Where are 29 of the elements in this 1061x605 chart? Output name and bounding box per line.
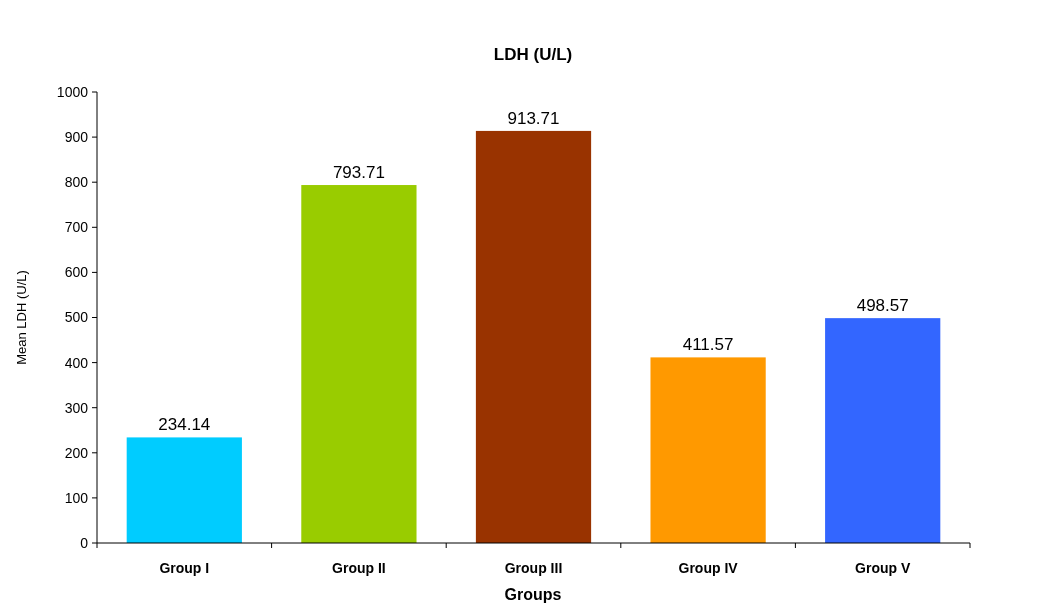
data-label: 411.57	[682, 335, 734, 355]
y-tick-label: 100	[64, 489, 89, 506]
bar	[301, 185, 417, 543]
x-tick-label: Group I	[159, 560, 210, 576]
y-tick-label: 0	[80, 534, 89, 551]
y-tick-label: 1000	[56, 83, 89, 100]
y-axis-title: Mean LDH (U/L)	[14, 270, 29, 365]
chart-title: LDH (U/L)	[493, 45, 573, 64]
data-label: 234.14	[158, 415, 211, 435]
y-tick-label: 800	[64, 174, 89, 191]
y-tick-label: 900	[64, 129, 89, 145]
y-tick-label: 500	[64, 309, 89, 326]
data-label: 498.57	[856, 296, 909, 316]
y-tick-label: 300	[64, 399, 89, 416]
bar	[475, 130, 592, 543]
bar	[126, 437, 242, 543]
y-tick-label: 200	[64, 444, 89, 461]
x-tick-label: Group II	[332, 560, 386, 576]
x-tick-label: Group IV	[678, 560, 739, 576]
y-tick-label: 700	[64, 219, 89, 236]
y-tick-label: 600	[64, 264, 89, 281]
bar	[650, 357, 766, 543]
bar	[825, 318, 941, 543]
y-tick-label: 400	[64, 354, 89, 371]
data-label: 913.71	[507, 108, 560, 128]
x-tick-label: Group III	[504, 560, 563, 576]
data-label: 793.71	[332, 163, 385, 183]
x-tick-label: Group V	[855, 560, 911, 576]
x-axis-title: Groups	[504, 586, 562, 603]
